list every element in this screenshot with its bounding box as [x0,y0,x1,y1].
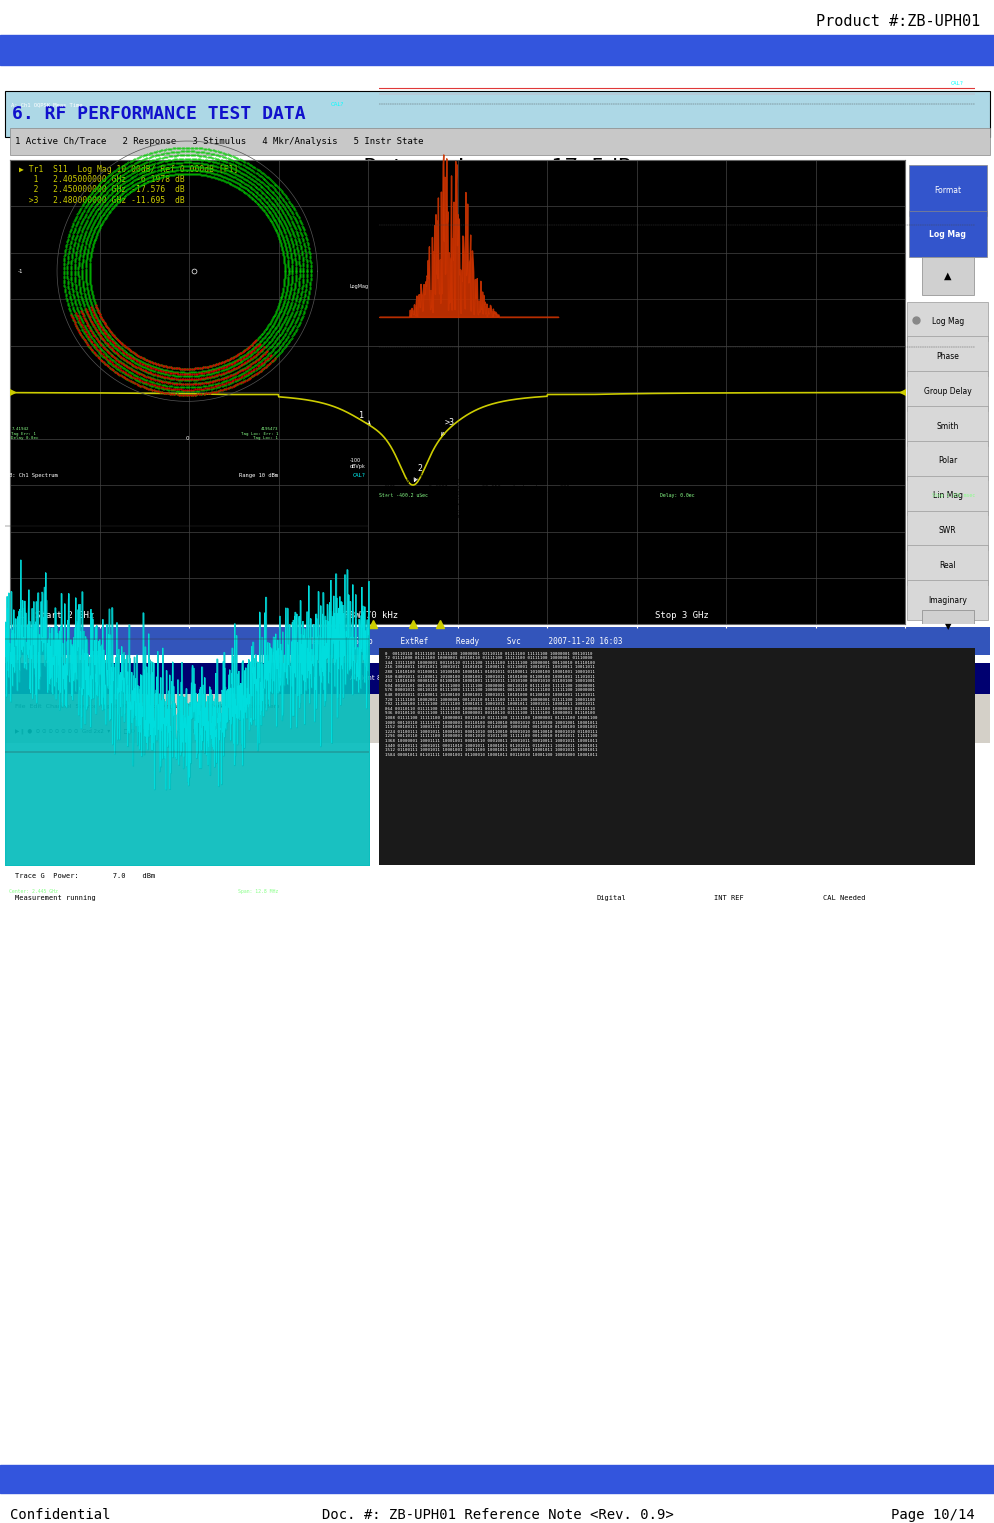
Text: Smith: Smith [935,422,958,431]
Text: ▶ ‖  ●  ⊙ ⊙ ⊙ ⊙ ⊙ ⊙ ⊙  Grd 2x2  ▾    ↖ □ ⊙  |||  ≡    50%   Color Manul: ▶ ‖ ● ⊙ ⊙ ⊙ ⊙ ⊙ ⊙ ⊙ Grd 2x2 ▾ ↖ □ ⊙ ||| … [15,728,210,734]
Text: CAL?: CAL? [353,474,366,478]
Text: -1: -1 [18,268,24,274]
Text: Product #:ZB-UPH01: Product #:ZB-UPH01 [815,14,979,29]
Text: Return Loss: -17.5dB: Return Loss: -17.5dB [364,157,630,178]
Bar [10,128,989,155]
FancyBboxPatch shape [907,372,987,411]
Text: Digital: Digital [595,896,625,902]
Bar [5,91,989,137]
Bar [5,663,989,693]
Text: Range 10 dBm: Range 10 dBm [240,474,278,478]
Bar [0,1465,994,1493]
Text: ▲: ▲ [943,271,950,282]
Text: -100
dBVpk: -100 dBVpk [349,458,365,469]
Text: Measurement running: Measurement running [15,896,95,902]
Text: Start -400.2 uSec: Start -400.2 uSec [379,493,427,498]
FancyBboxPatch shape [907,407,987,446]
Text: Meas      Stop      ExtRef      Ready      Svc      2007-11-20 16:03: Meas Stop ExtRef Ready Svc 2007-11-20 16… [308,637,622,646]
Text: 1: 1 [359,411,370,425]
Bar [5,719,989,743]
Text: File  Edit  Channel  Source  Input  MeasSetup  Display  Trace  Markers  Utilitie: File Edit Channel Source Input MeasSetup… [15,704,279,708]
Text: 0  00110110 01111100 11111100 10000001 02110110 01111100 11111100 10000001 00110: 0 00110110 01111100 11111100 10000001 02… [385,652,597,757]
Text: Phase: Phase [935,352,958,361]
Text: Polar: Polar [937,457,956,466]
Text: Format: Format [933,186,960,195]
Text: Trace G  Power:        7.0    dBm: Trace G Power: 7.0 dBm [15,873,155,879]
FancyBboxPatch shape [907,510,987,550]
Text: _ □ X: _ □ X [940,675,959,681]
Text: 2: 2 [414,465,422,481]
Text: dBVpk: dBVpk [349,85,365,91]
Text: B: Ch1 Spectrum: B: Ch1 Spectrum [9,474,58,478]
Text: Stop 1.101 msec: Stop 1.101 msec [931,493,974,498]
FancyBboxPatch shape [907,475,987,515]
FancyBboxPatch shape [907,580,987,620]
Bar [0,35,994,65]
Text: SWR: SWR [938,525,955,535]
Text: Agilent 89600 Vector Signal Analyzer: Agilent 89600 Vector Signal Analyzer [350,675,479,681]
Bar [5,693,989,719]
Text: 4195473
Tag Loc: Err: 1
Tag Loc: 1: 4195473 Tag Loc: Err: 1 Tag Loc: 1 [241,428,278,440]
Text: 0: 0 [185,437,189,442]
Text: Group Delay: Group Delay [923,387,970,396]
FancyBboxPatch shape [908,164,986,216]
Text: INT REF: INT REF [714,896,744,902]
Text: 6. RF PERFORMANCE TEST DATA: 6. RF PERFORMANCE TEST DATA [12,105,305,123]
Text: Lin Mag: Lin Mag [931,492,962,500]
Text: Delay: 0.0ec: Delay: 0.0ec [659,493,694,498]
Text: C: Ch1 Time: C: Ch1 Time [385,81,420,85]
Text: CAL Needed: CAL Needed [822,896,864,902]
Text: Range 1 V: Range 1 V [766,81,795,85]
Text: CAL?: CAL? [949,81,962,85]
Text: Log Mag: Log Mag [928,230,965,239]
FancyBboxPatch shape [920,611,973,638]
FancyBboxPatch shape [907,442,987,480]
Bar [379,647,974,865]
Text: Doc. #: ZB-UPH01 Reference Note <Rev. 0.9>: Doc. #: ZB-UPH01 Reference Note <Rev. 0.… [321,1508,673,1521]
Text: A: Ch1 OQPSK Meas Time: A: Ch1 OQPSK Meas Time [12,102,83,107]
Text: Stop 3 GHz: Stop 3 GHz [654,611,708,620]
Text: CAL?: CAL? [330,102,343,107]
FancyBboxPatch shape [907,302,987,341]
Text: Real: Real [938,560,955,570]
FancyBboxPatch shape [908,212,986,257]
Text: LogMag: LogMag [349,283,368,289]
Text: Center: 2.445 GHz: Center: 2.445 GHz [9,889,58,894]
Text: Log Mag: Log Mag [930,317,963,326]
Text: Span: 12.8 MHz: Span: 12.8 MHz [238,889,278,894]
Text: 7.41942
Tag Err: 1
Delay 0.0ec: 7.41942 Tag Err: 1 Delay 0.0ec [12,428,39,440]
FancyBboxPatch shape [920,257,973,294]
Text: ▼: ▼ [943,623,950,631]
Text: Page 10/14: Page 10/14 [891,1508,974,1521]
FancyBboxPatch shape [907,545,987,585]
Text: D: Ch1 OQPSK Sym/Errs
OffsetEVM  =  2.9300   Syms    21.506    % pk  at  sym    : D: Ch1 OQPSK Sym/Errs OffsetEVM = 2.9300… [385,474,576,519]
Text: 1 Active Ch/Trace   2 Response   3 Stimulus   4 Mkr/Analysis   5 Instr State: 1 Active Ch/Trace 2 Response 3 Stimulus … [15,137,423,146]
Text: Confidential: Confidential [10,1508,110,1521]
Text: 1  Start 2 GHz: 1 Start 2 GHz [19,611,94,620]
Bar [10,627,989,655]
Text: Imaginary: Imaginary [927,595,966,605]
Text: ▶ Tr1  S11  Log Mag 10.00dB/ Ref 0.000dB [F1]
   1   2.405000000 GHz  -6.1978 dB: ▶ Tr1 S11 Log Mag 10.00dB/ Ref 0.000dB [… [19,164,238,204]
FancyBboxPatch shape [907,337,987,376]
Text: >3: >3 [441,419,454,436]
Text: IFBW 70 kHz: IFBW 70 kHz [338,611,398,620]
